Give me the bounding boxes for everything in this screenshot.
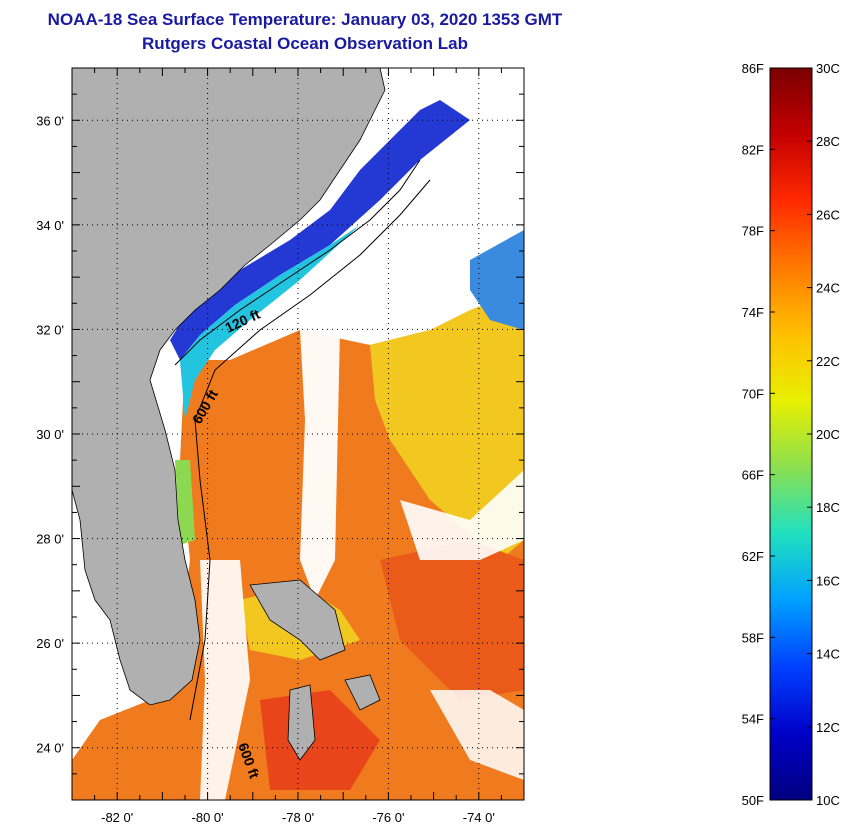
cloud-streak [400, 470, 524, 560]
map-ticks [71, 67, 525, 801]
colorbar-label-f: 74F [742, 305, 764, 320]
colorbar-label-c: 22C [816, 354, 840, 369]
longitude-labels: -82 0' -80 0' -78 0' -76 0' -74 0' [101, 810, 495, 825]
colorbar-label-c: 20C [816, 427, 840, 442]
colorbar-celsius-labels: 30C 28C 26C 24C 22C 20C 18C 16C 14C 12C 10C [807, 61, 840, 808]
colorbar-label-c: 26C [816, 207, 840, 222]
red-patch-east [380, 540, 524, 700]
colorbar-label-c: 28C [816, 134, 840, 149]
colorbar-label-f: 58F [742, 630, 764, 645]
lat-tick-label: 30 0' [36, 427, 64, 442]
page-title: NOAA-18 Sea Surface Temperature: January… [47, 10, 563, 29]
land-bahamas [344, 674, 381, 711]
colorbar-label-f: 70F [742, 386, 764, 401]
cloud-streak [200, 560, 250, 800]
colorbar-label-f: 62F [742, 549, 764, 564]
lon-tick-label: -76 0' [372, 810, 404, 825]
lat-tick-label: 32 0' [36, 322, 64, 337]
cool-patch-east [470, 230, 524, 330]
map-gridlines [72, 68, 524, 800]
land-bahamas [287, 684, 316, 761]
contour-120ft [174, 159, 421, 366]
lon-tick-label: -80 0' [192, 810, 224, 825]
colorbar [769, 67, 813, 801]
lon-tick-label: -74 0' [463, 810, 495, 825]
cloud-streak [300, 330, 340, 600]
colorbar-label-f: 50F [742, 793, 764, 808]
lat-tick-label: 36 0' [36, 113, 64, 128]
colorbar-label-c: 14C [816, 647, 840, 662]
colorbar-label-c: 12C [816, 720, 840, 735]
colorbar-label-f: 78F [742, 224, 764, 239]
lat-tick-label: 26 0' [36, 636, 64, 651]
land-mainland [72, 68, 386, 706]
colorbar-label-f: 86F [742, 61, 764, 76]
colorbar-label-c: 10C [816, 793, 840, 808]
green-coastal-strip [175, 460, 195, 545]
colorbar-label-f: 82F [742, 142, 764, 157]
cloud-streak [430, 690, 524, 780]
colorbar-label-f: 54F [742, 712, 764, 727]
cool-coastal-band [180, 225, 360, 420]
lat-tick-label: 28 0' [36, 532, 64, 547]
colorbar-label-c: 24C [816, 281, 840, 296]
latitude-labels: 36 0' 34 0' 32 0' 30 0' 28 0' 26 0' 24 0' [36, 113, 64, 755]
colorbar-label-c: 18C [816, 500, 840, 515]
colorbar-fahrenheit-labels: 86F 82F 78F 74F 70F 66F 62F 58F 54F 50F [742, 61, 775, 808]
lat-tick-label: 24 0' [36, 741, 64, 756]
warm-yellow-region [370, 290, 524, 560]
land-bahamas [249, 579, 346, 661]
colorbar-label-f: 66F [742, 468, 764, 483]
colorbar-label-c: 30C [816, 61, 840, 76]
lon-tick-label: -82 0' [101, 810, 133, 825]
lon-tick-label: -78 0' [282, 810, 314, 825]
page-subtitle: Rutgers Coastal Ocean Observation Lab [142, 34, 468, 53]
colorbar-label-c: 16C [816, 573, 840, 588]
lat-tick-label: 34 0' [36, 218, 64, 233]
contour-600ft [189, 179, 431, 721]
cold-coastal-band [170, 100, 470, 360]
